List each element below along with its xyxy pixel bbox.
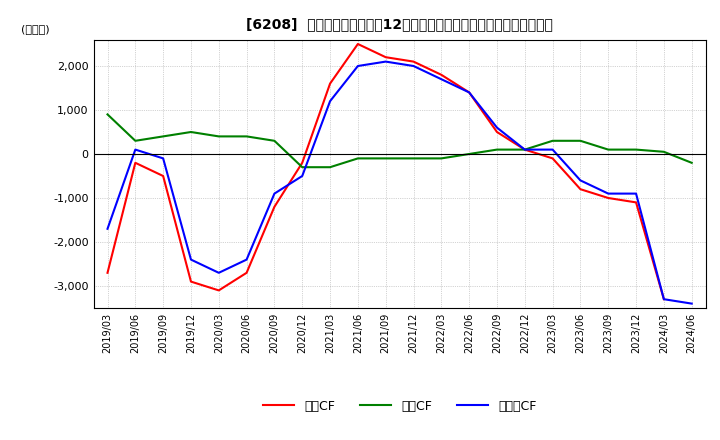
投資CF	[270, 138, 279, 143]
投資CF	[688, 160, 696, 165]
フリーCF	[549, 147, 557, 152]
フリーCF	[382, 59, 390, 64]
フリーCF	[103, 226, 112, 231]
営業CF	[159, 173, 168, 179]
投資CF	[409, 156, 418, 161]
フリーCF	[521, 147, 529, 152]
投資CF	[242, 134, 251, 139]
フリーCF	[354, 63, 362, 69]
営業CF	[131, 160, 140, 165]
投資CF	[298, 165, 307, 170]
営業CF	[576, 187, 585, 192]
フリーCF	[437, 77, 446, 82]
投資CF	[631, 147, 640, 152]
投資CF	[103, 112, 112, 117]
フリーCF	[409, 63, 418, 69]
投資CF	[382, 156, 390, 161]
営業CF	[325, 81, 334, 86]
フリーCF	[465, 90, 474, 95]
フリーCF	[688, 301, 696, 306]
営業CF	[298, 160, 307, 165]
フリーCF	[325, 99, 334, 104]
投資CF	[521, 147, 529, 152]
営業CF	[382, 55, 390, 60]
営業CF	[604, 195, 613, 201]
フリーCF	[242, 257, 251, 262]
投資CF	[492, 147, 501, 152]
投資CF	[354, 156, 362, 161]
投資CF	[604, 147, 613, 152]
営業CF	[492, 129, 501, 135]
フリーCF	[631, 191, 640, 196]
フリーCF	[131, 147, 140, 152]
投資CF	[186, 129, 195, 135]
Legend: 営業CF, 投資CF, フリーCF: 営業CF, 投資CF, フリーCF	[258, 395, 541, 418]
フリーCF	[215, 270, 223, 275]
営業CF	[437, 72, 446, 77]
営業CF	[521, 147, 529, 152]
営業CF	[409, 59, 418, 64]
営業CF	[186, 279, 195, 284]
フリーCF	[492, 125, 501, 130]
営業CF	[660, 297, 668, 302]
営業CF	[270, 204, 279, 209]
投資CF	[576, 138, 585, 143]
Title: [6208]  キャッシュフローの12か月移動合計の対前年同期増減額の推移: [6208] キャッシュフローの12か月移動合計の対前年同期増減額の推移	[246, 18, 553, 32]
フリーCF	[576, 178, 585, 183]
営業CF	[631, 200, 640, 205]
フリーCF	[604, 191, 613, 196]
投資CF	[549, 138, 557, 143]
営業CF	[549, 156, 557, 161]
投資CF	[325, 165, 334, 170]
Y-axis label: (百万円): (百万円)	[21, 24, 50, 34]
Line: 営業CF: 営業CF	[107, 44, 664, 299]
投資CF	[159, 134, 168, 139]
営業CF	[215, 288, 223, 293]
フリーCF	[270, 191, 279, 196]
営業CF	[242, 270, 251, 275]
Line: 投資CF: 投資CF	[107, 114, 692, 167]
投資CF	[465, 151, 474, 157]
投資CF	[215, 134, 223, 139]
投資CF	[131, 138, 140, 143]
営業CF	[103, 270, 112, 275]
フリーCF	[159, 156, 168, 161]
投資CF	[437, 156, 446, 161]
営業CF	[354, 41, 362, 47]
フリーCF	[660, 297, 668, 302]
フリーCF	[186, 257, 195, 262]
営業CF	[465, 90, 474, 95]
フリーCF	[298, 173, 307, 179]
Line: フリーCF: フリーCF	[107, 62, 692, 304]
投資CF	[660, 149, 668, 154]
